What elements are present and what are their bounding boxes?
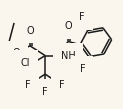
Text: Cl: Cl xyxy=(21,58,30,68)
Text: F: F xyxy=(25,80,31,90)
Text: F: F xyxy=(80,64,86,74)
Text: F: F xyxy=(42,87,48,97)
Text: O: O xyxy=(26,26,34,36)
Text: O: O xyxy=(64,21,72,31)
Text: F: F xyxy=(79,12,85,22)
Text: O: O xyxy=(12,48,20,58)
Text: F: F xyxy=(59,80,64,90)
Text: NH: NH xyxy=(61,51,76,61)
